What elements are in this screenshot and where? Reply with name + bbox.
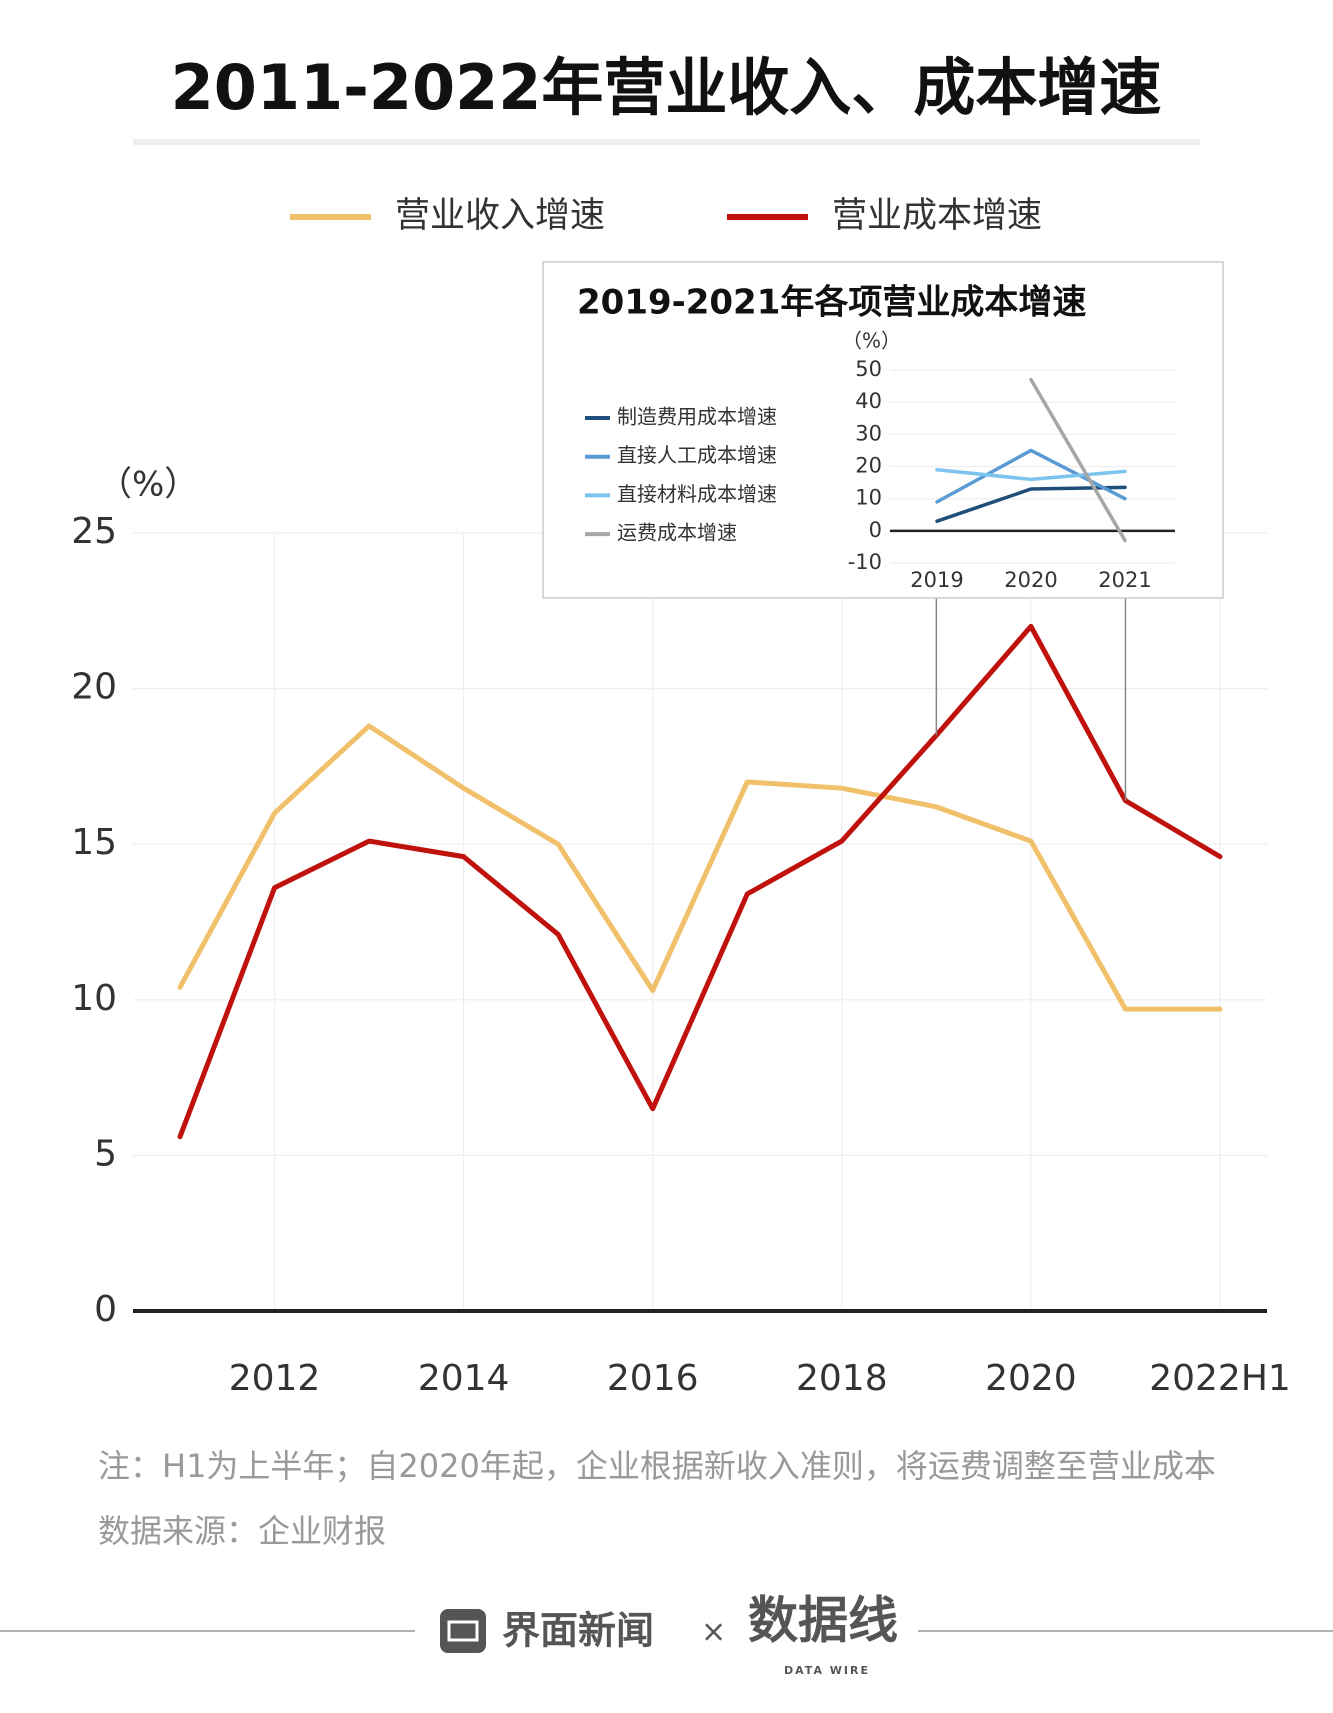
- x-tick-label: 2019: [910, 568, 963, 592]
- legend-label: 直接材料成本增速: [617, 482, 777, 506]
- brand-icon-inner: [447, 1620, 479, 1642]
- footer-brand: 界面新闻: [502, 1609, 654, 1653]
- legend-label: 直接人工成本增速: [617, 443, 777, 467]
- footer-partner: 数据线: [748, 1592, 898, 1650]
- y-tick-label: 20: [855, 454, 882, 478]
- inset-box: [542, 261, 1224, 599]
- note: 注：H1为上半年；自2020年起，企业根据新收入准则，将运费调整至营业成本: [98, 1447, 1216, 1485]
- x-tick-label: 2012: [229, 1358, 321, 1399]
- y-tick-label: 25: [71, 511, 117, 552]
- legend-label: 营业收入增速: [395, 196, 605, 236]
- chart-title: 2011-2022年营业收入、成本增速: [171, 51, 1162, 124]
- y-tick-label: 15: [71, 822, 117, 863]
- y-tick-label: 5: [94, 1133, 117, 1174]
- series-line: [177, 723, 1223, 1012]
- y-tick-label: 10: [855, 486, 882, 510]
- x-tick-label: 2018: [796, 1358, 888, 1399]
- y-tick-label: 0: [869, 518, 882, 542]
- legend-label: 运费成本增速: [617, 521, 737, 545]
- x-tick-label: 2014: [418, 1358, 510, 1399]
- x-tick-label: 2020: [1004, 568, 1057, 592]
- series-line: [935, 448, 1127, 504]
- legend-label: 制造费用成本增速: [617, 405, 777, 429]
- x-tick-label: 2020: [985, 1358, 1077, 1399]
- series-line: [177, 623, 1223, 1140]
- inset-y-label: （%）: [842, 329, 901, 353]
- x-tick-label: 2022H1: [1149, 1358, 1291, 1399]
- series-line: [1029, 377, 1127, 543]
- y-tick-label: 30: [855, 421, 882, 445]
- y-axis-label: （%）: [98, 465, 198, 505]
- inset-title: 2019-2021年各项营业成本增速: [577, 283, 1086, 323]
- brand-icon: [440, 1609, 486, 1653]
- x-tick-label: 2021: [1098, 568, 1151, 592]
- y-tick-label: 20: [71, 667, 117, 708]
- x-tick-label: 2016: [607, 1358, 699, 1399]
- footer-partner-sub: DATA WIRE: [784, 1664, 870, 1677]
- y-tick-label: 10: [71, 978, 117, 1019]
- footer-separator: ×: [701, 1615, 726, 1650]
- source: 数据来源：企业财报: [98, 1512, 386, 1550]
- y-tick-label: 50: [855, 357, 882, 381]
- title-underline: [133, 139, 1200, 145]
- y-tick-label: 40: [855, 389, 882, 413]
- y-tick-label: -10: [848, 550, 882, 574]
- legend-label: 营业成本增速: [832, 196, 1042, 236]
- y-tick-label: 0: [94, 1289, 117, 1330]
- series-line: [935, 467, 1127, 482]
